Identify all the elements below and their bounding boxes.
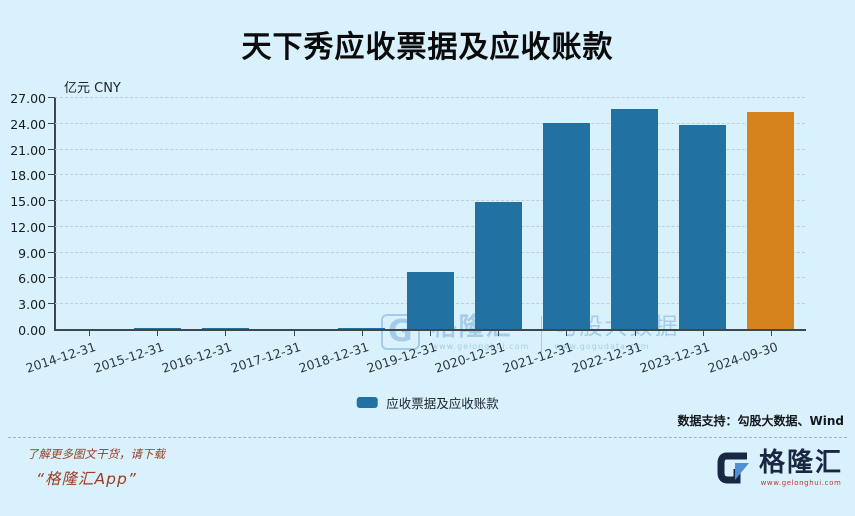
y-axis-tick-label: 12.00 [10,219,46,235]
bar-2015-12-31 [133,327,181,330]
x-tick-mark [225,331,227,336]
x-tick-mark [634,331,636,336]
bar-2018-12-31 [338,327,386,330]
footer-separator [8,437,847,438]
y-axis-tick-label: 18.00 [10,168,46,184]
page-title: 天下秀应收票据及应收账款 [241,30,614,65]
y-axis-unit-label: 亿元 CNY [64,81,121,96]
y-tick-mark [48,97,55,98]
x-tick-mark [702,331,704,336]
x-tick-mark [566,331,568,336]
x-tick-mark [361,331,363,336]
promo-line2: “格隆汇App” [36,470,137,488]
y-axis-tick-label: 6.00 [18,271,46,287]
y-axis-tick-label: 24.00 [10,116,46,132]
y-tick-mark [48,303,55,305]
bar-2019-12-31 [406,272,454,330]
y-axis-tick-label: 3.00 [18,297,46,313]
y-axis-tick-label: 27.00 [10,91,46,106]
y-tick-mark [48,200,55,202]
bar-2023-12-31 [679,124,727,330]
gridline [55,251,805,253]
y-axis-tick-label: 9.00 [18,245,46,261]
brand-url: www.gelonghui.com [760,478,842,487]
bar-2022-12-31 [611,109,659,330]
gridline [55,148,805,150]
y-axis-tick-label: 0.00 [18,323,46,338]
promo-line1: 了解更多图文干货，请下载 [27,447,165,461]
y-tick-mark [48,122,55,124]
y-tick-mark [48,277,55,279]
gridline [55,200,805,202]
legend-marker [356,397,378,408]
x-axis-labels: 2014-12-31 2015-12-31 2016-12-31 2017-12-31… [24,331,805,391]
x-tick-mark [293,331,295,336]
x-tick-mark [770,331,772,336]
y-axis-tick-label: 21.00 [10,142,46,158]
data-source-note: 数据支持：勾股大数据、Wind [677,414,844,428]
brand-logo: 格隆汇 www.gelonghui.com [714,449,843,487]
gridline [55,97,805,98]
y-axis-tick-label: 15.00 [10,194,46,210]
x-axis-line [54,329,806,331]
chart-legend: 应收票据及应收账款 [356,393,499,412]
footer-promo: 了解更多图文干货，请下载 “格隆汇App” [27,446,165,489]
y-tick-mark [48,251,55,253]
y-tick-mark [48,148,55,150]
legend-label: 应收票据及应收账款 [386,396,499,411]
x-tick-mark [498,331,500,336]
plot-area: G 格隆汇 www.gelonghui.com 勾股大数据 www.goguda… [48,97,805,352]
y-tick-mark [48,225,55,227]
gridline [55,122,805,124]
x-tick-mark [89,331,91,336]
brand-name: 格隆汇 [758,447,843,478]
y-axis-line [54,98,56,330]
bar-2021-12-31 [542,122,590,330]
gridline [55,174,805,176]
gelonghui-g-icon [717,452,749,484]
y-tick-mark [48,174,55,176]
y-axis-labels: 27.00 24.00 21.00 18.00 15.00 12.00 9.00 6.00 3.… [0,91,48,338]
bar-2020-12-31 [474,201,522,330]
x-tick-mark [157,331,159,336]
bar-2024-09-30 [747,111,795,330]
x-tick-mark [430,331,431,336]
gridline [55,225,805,227]
